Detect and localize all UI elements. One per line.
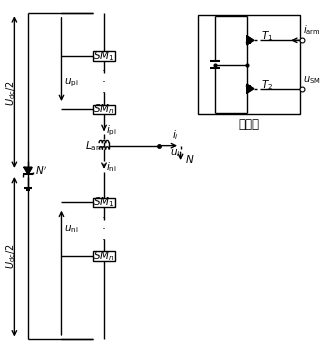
Polygon shape [246, 86, 251, 92]
Text: $U_{\rm dc}/2$: $U_{\rm dc}/2$ [4, 80, 18, 106]
Text: $T_1$: $T_1$ [261, 30, 274, 44]
Text: $i_{\rm pi}$: $i_{\rm pi}$ [107, 123, 117, 138]
Text: $U_{\rm dc}/2$: $U_{\rm dc}/2$ [4, 243, 18, 269]
Text: $N'$: $N'$ [35, 165, 47, 177]
Polygon shape [247, 84, 254, 93]
Text: $i_{\rm ni}$: $i_{\rm ni}$ [107, 160, 117, 174]
Bar [93, 198, 115, 207]
Bar [198, 15, 300, 114]
Text: $u_{\rm pi}$: $u_{\rm pi}$ [64, 77, 78, 89]
Bar [93, 105, 115, 114]
Text: $SM_n$: $SM_n$ [93, 103, 115, 116]
Bar [93, 51, 115, 61]
Text: $u_{\rm ni}$: $u_{\rm ni}$ [64, 223, 78, 235]
Text: $N$: $N$ [185, 153, 195, 165]
Text: $u_i$: $u_i$ [170, 148, 181, 159]
Text: ·
·
·: · · · [102, 65, 106, 100]
Text: ·
·
·: · · · [102, 212, 106, 247]
Bar [93, 251, 115, 261]
Polygon shape [24, 167, 32, 174]
Polygon shape [247, 36, 254, 45]
Text: $i_{\rm arm}$: $i_{\rm arm}$ [303, 23, 321, 37]
Text: 子模块: 子模块 [239, 118, 260, 131]
Polygon shape [246, 38, 251, 43]
Text: $SM_n$: $SM_n$ [93, 249, 115, 263]
Text: $T_2$: $T_2$ [261, 78, 274, 92]
Text: $i_i$: $i_i$ [172, 128, 179, 142]
Text: $SM_1$: $SM_1$ [93, 49, 115, 63]
Text: $L_{\rm arm}$: $L_{\rm arm}$ [85, 139, 107, 152]
Text: $SM_1$: $SM_1$ [93, 196, 115, 209]
Text: $u_{\rm SM}$: $u_{\rm SM}$ [303, 74, 321, 86]
